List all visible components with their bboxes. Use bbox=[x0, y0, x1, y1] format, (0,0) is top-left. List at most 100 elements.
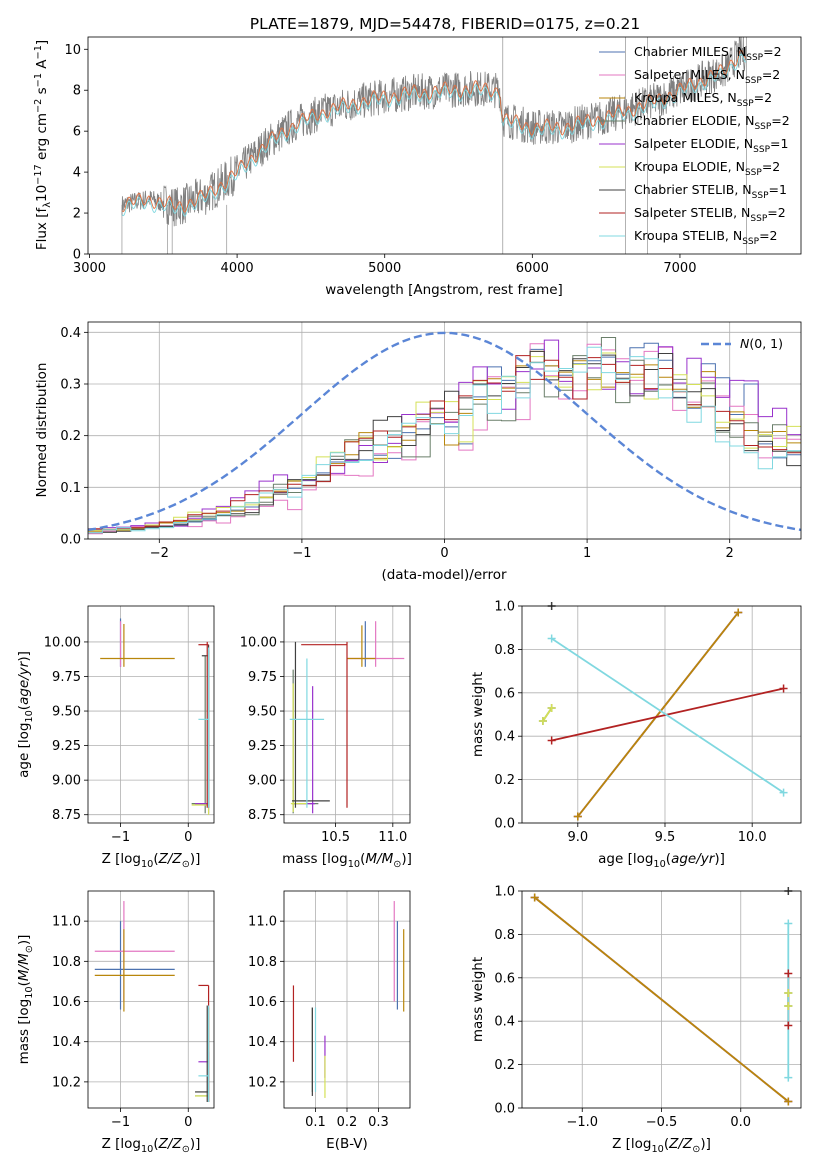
y-axis-label: age [log10(age/yr)] bbox=[16, 651, 35, 778]
y-axis-label: mass [log10(M/M⊙)] bbox=[16, 935, 35, 1065]
x-tick-label: 0.3 bbox=[368, 1115, 389, 1130]
weight-marker bbox=[779, 684, 788, 693]
plot-area bbox=[121, 37, 747, 254]
plot-area bbox=[542, 611, 785, 818]
x-tick-label: 2 bbox=[726, 546, 734, 561]
x-tick-label: −1 bbox=[292, 546, 311, 561]
weight-marker bbox=[784, 988, 793, 997]
histogram-7 bbox=[88, 355, 801, 531]
weight-line bbox=[577, 611, 739, 818]
legend-entry: Kroupa MILES, NSSP=2 bbox=[634, 90, 772, 109]
weight-line bbox=[542, 707, 553, 722]
x-axis-label: Z [log10(Z/Z⊙)] bbox=[102, 1136, 201, 1155]
x-tick-label: 9.0 bbox=[567, 830, 588, 845]
y-tick-label: 0.0 bbox=[60, 533, 81, 548]
axes-frame bbox=[87, 36, 802, 255]
y-tick-label: 0 bbox=[73, 248, 81, 263]
weight-marker bbox=[573, 812, 582, 821]
gaussian-curve bbox=[88, 331, 801, 532]
legend-entry: Chabrier ELODIE, NSSP=2 bbox=[634, 113, 790, 132]
y-tick-label: 9.00 bbox=[52, 774, 81, 789]
y-tick-label: 10.4 bbox=[52, 1035, 81, 1050]
y-tick-label: 6 bbox=[73, 125, 81, 140]
weight-marker bbox=[784, 1021, 793, 1030]
x-axis-label: Z [log10(Z/Z⊙)] bbox=[102, 851, 201, 870]
y-tick-label: 0.2 bbox=[494, 1058, 515, 1073]
weight-line bbox=[551, 637, 785, 794]
y-tick-label: 0.0 bbox=[494, 817, 515, 832]
weight-marker bbox=[784, 1097, 793, 1106]
x-tick-label: 9.5 bbox=[655, 830, 676, 845]
panel-residuals: −2 −1 0 1 2 0.0 0.1 0.2 0.3 0.4 N(0, 1) (data-model… bbox=[34, 321, 802, 583]
panel-age-vs-Z: −1 0 8.75 9.00 9.25 9.50 9.75 10.00 Z [log10(Z/Z… bbox=[16, 605, 215, 870]
model-spectrum-stelib bbox=[121, 53, 747, 217]
x-tick-label: −1.0 bbox=[566, 1115, 598, 1130]
axes-frame bbox=[521, 890, 802, 1109]
axes-frame bbox=[283, 890, 411, 1109]
y-tick-label: 1.0 bbox=[494, 600, 515, 615]
plot-area bbox=[100, 618, 210, 815]
plot-area bbox=[292, 901, 405, 1098]
weight-marker bbox=[530, 893, 539, 902]
x-tick-label: −0.5 bbox=[646, 1115, 678, 1130]
axes-frame bbox=[87, 890, 215, 1109]
figure-title: PLATE=1879, MJD=54478, FIBERID=0175, z=0… bbox=[250, 15, 640, 33]
histogram-8 bbox=[88, 346, 801, 534]
y-tick-label: 0.2 bbox=[494, 773, 515, 788]
axes-frame bbox=[521, 605, 802, 824]
y-tick-label: 0.8 bbox=[494, 643, 515, 658]
y-tick-label: 9.00 bbox=[248, 774, 277, 789]
y-tick-label: 2 bbox=[73, 207, 81, 222]
x-tick-label: 0.1 bbox=[305, 1115, 326, 1130]
plot-area bbox=[289, 621, 405, 814]
y-tick-label: 10.8 bbox=[248, 955, 277, 970]
x-tick-label: 1 bbox=[583, 546, 591, 561]
legend-entry: Salpeter MILES, NSSP=2 bbox=[634, 67, 780, 86]
histogram-4 bbox=[88, 339, 801, 530]
weight-marker bbox=[547, 634, 556, 643]
weight-marker bbox=[547, 703, 556, 712]
y-tick-label: 8 bbox=[73, 84, 81, 99]
weight-marker bbox=[734, 608, 743, 617]
plot-area bbox=[534, 896, 790, 1103]
legend-entry: Chabrier STELIB, NSSP=1 bbox=[634, 182, 787, 201]
x-tick-label: 0.0 bbox=[730, 1115, 751, 1130]
x-tick-label: 7000 bbox=[663, 261, 696, 276]
y-tick-label: 9.50 bbox=[248, 705, 277, 720]
panel-mass-vs-ebv: 0.1 0.2 0.3 10.2 10.4 10.6 10.8 11.0 E(B-V) bbox=[248, 890, 411, 1152]
y-tick-label: 8.75 bbox=[52, 808, 81, 823]
weight-marker bbox=[784, 1002, 793, 1011]
y-tick-label: 9.25 bbox=[52, 739, 81, 754]
weight-marker bbox=[784, 1073, 793, 1082]
x-tick-label: −1 bbox=[111, 830, 130, 845]
legend-entry: Kroupa STELIB, NSSP=2 bbox=[634, 228, 778, 247]
y-tick-label: 4 bbox=[73, 166, 81, 181]
weight-marker bbox=[547, 736, 556, 745]
y-tick-label: 10.00 bbox=[44, 635, 81, 650]
y-tick-label: 10.2 bbox=[248, 1075, 277, 1090]
x-tick-label: 5000 bbox=[368, 261, 401, 276]
x-axis-label: E(B-V) bbox=[326, 1136, 368, 1152]
axes-frame bbox=[87, 321, 802, 540]
legend-entry: Salpeter STELIB, NSSP=2 bbox=[634, 205, 786, 224]
y-tick-label: 0.6 bbox=[494, 971, 515, 986]
y-tick-label: 8.75 bbox=[248, 808, 277, 823]
y-tick-label: 0.3 bbox=[60, 378, 81, 393]
x-tick-label: 10.0 bbox=[738, 830, 767, 845]
y-tick-label: 9.75 bbox=[52, 670, 81, 685]
axes-frame bbox=[283, 605, 411, 824]
x-tick-label: −1 bbox=[111, 1115, 130, 1130]
x-tick-label: 0.2 bbox=[337, 1115, 358, 1130]
y-tick-label: 0.6 bbox=[494, 686, 515, 701]
observed-spectrum bbox=[121, 37, 747, 227]
model-spectrum bbox=[121, 49, 747, 213]
y-tick-label: 9.75 bbox=[248, 670, 277, 685]
y-tick-label: 11.0 bbox=[52, 915, 81, 930]
y-tick-label: 10.6 bbox=[248, 995, 277, 1010]
y-tick-label: 0.0 bbox=[494, 1102, 515, 1117]
y-axis-label: mass weight bbox=[470, 672, 486, 757]
y-tick-label: 10.2 bbox=[52, 1075, 81, 1090]
x-tick-label: 4000 bbox=[221, 261, 254, 276]
x-axis-label: wavelength [Angstrom, rest frame] bbox=[325, 282, 563, 298]
